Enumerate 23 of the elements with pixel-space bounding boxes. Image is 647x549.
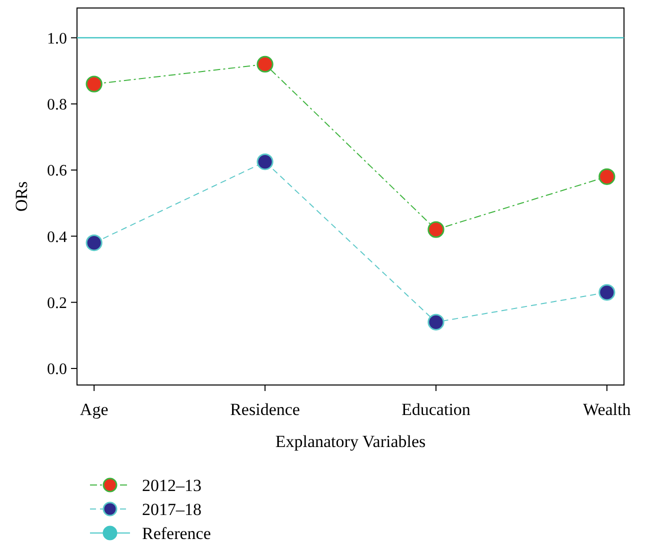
point [428,221,444,238]
point [598,284,616,301]
point [598,168,616,185]
legend-label: 2012–13 [142,476,202,495]
y-tick-label: 0.2 [47,294,67,312]
x-tick-label: Residence [230,400,300,419]
x-axis-title: Explanatory Variables [275,432,426,451]
x-tick-label: Age [80,400,108,419]
x-tick-label: Education [402,400,471,419]
point [256,153,274,170]
y-tick-label: 0.8 [47,96,67,114]
x-tick-label: Wealth [583,400,632,419]
y-axis-title: ORs [12,181,31,212]
y-tick-label: 0.6 [47,162,67,180]
legend-label: 2017–18 [142,500,202,519]
y-tick-label: 0.4 [47,228,67,246]
y-tick-label: 1.0 [47,30,67,48]
point [86,76,102,92]
legend-label: Reference [142,524,211,543]
point [256,56,274,73]
point [428,314,444,330]
point [86,234,102,252]
y-tick-label: 0.0 [47,361,67,378]
